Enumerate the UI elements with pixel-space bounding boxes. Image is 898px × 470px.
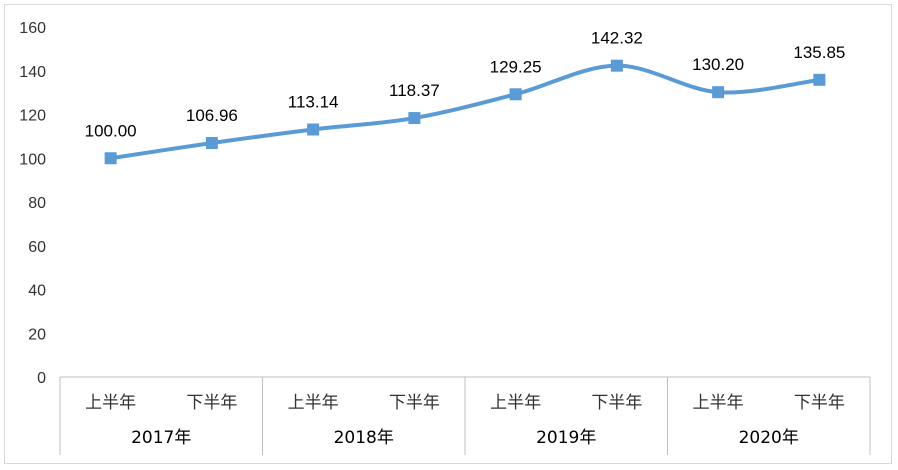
data-point-marker: [610, 59, 623, 72]
y-tick-label: 80: [28, 195, 46, 212]
x-category-label: 上半年: [288, 393, 339, 413]
data-point-marker: [307, 123, 320, 136]
y-tick-label: 0: [37, 370, 46, 387]
data-label: 142.32: [591, 29, 643, 48]
data-point-marker: [205, 137, 218, 150]
x-category-label: 下半年: [186, 393, 237, 413]
y-tick-label: 20: [28, 326, 46, 343]
y-tick-label: 40: [28, 283, 46, 300]
data-point-marker: [712, 86, 725, 99]
x-category-label: 下半年: [794, 393, 845, 413]
x-category-label: 上半年: [490, 393, 541, 413]
y-tick-label: 140: [19, 64, 46, 81]
y-tick-label: 100: [19, 151, 46, 168]
data-point-marker: [509, 88, 522, 101]
data-point-marker: [104, 152, 117, 165]
data-point-marker: [408, 112, 421, 125]
data-label: 135.85: [793, 43, 845, 62]
y-tick-label: 160: [19, 20, 46, 37]
data-label: 130.20: [692, 55, 744, 74]
series-line: [108, 63, 822, 161]
chart-frame: [4, 4, 892, 464]
x-group-label: 2019年: [536, 428, 596, 448]
x-group-label: 2018年: [334, 428, 394, 448]
data-label: 100.00: [85, 121, 137, 140]
y-tick-label: 60: [28, 239, 46, 256]
data-label: 129.25: [490, 57, 542, 76]
x-group-label: 2020年: [739, 428, 799, 448]
data-label: 106.96: [186, 106, 238, 125]
x-category-label: 下半年: [591, 393, 642, 413]
x-group-label: 2017年: [131, 428, 191, 448]
x-category-label: 上半年: [693, 393, 744, 413]
y-tick-label: 120: [19, 108, 46, 125]
data-label: 113.14: [288, 93, 339, 112]
x-category-label: 下半年: [389, 393, 440, 413]
data-label: 118.37: [389, 81, 440, 100]
data-point-marker: [813, 73, 826, 86]
x-category-label: 上半年: [85, 393, 136, 413]
